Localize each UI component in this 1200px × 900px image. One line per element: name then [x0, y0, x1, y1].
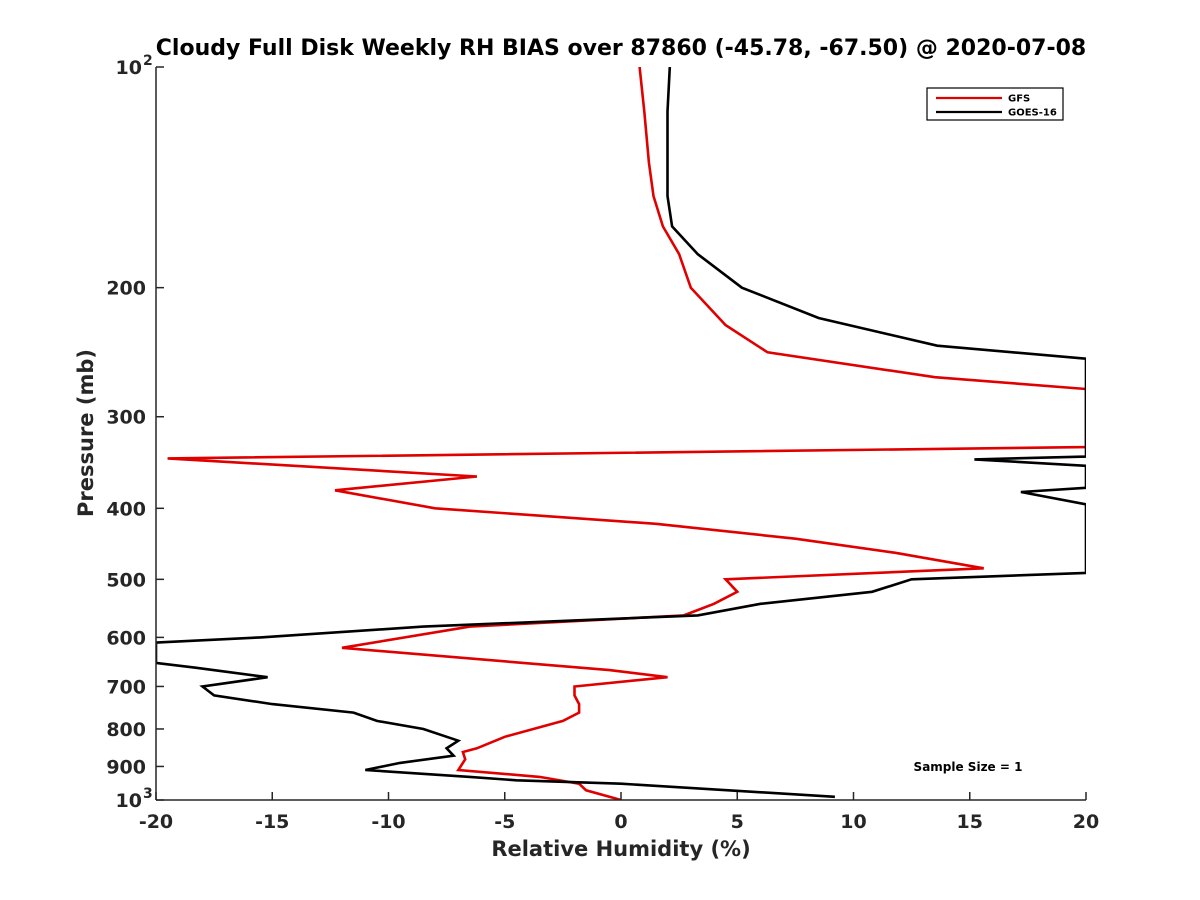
- x-tick-label: 5: [731, 811, 744, 833]
- legend-box: [926, 87, 1064, 121]
- x-tick-label: 20: [1073, 811, 1099, 833]
- sample-size-annotation: Sample Size = 1: [914, 760, 1023, 774]
- series-layer: [156, 67, 1086, 800]
- y-tick-label: 600: [106, 627, 146, 649]
- y-tick-label: 10: [116, 57, 142, 79]
- y-tick-exponent: 3: [143, 786, 153, 802]
- x-axis-label: Relative Humidity (%): [491, 837, 750, 861]
- plot-area: [156, 67, 1086, 800]
- legend: GFS GOES-16: [926, 87, 1064, 121]
- x-ticks: -20 -15 -10 -5 0 5 10 15 20: [139, 792, 1099, 833]
- series-line-goes-16: [156, 67, 1086, 799]
- legend-label: GOES-16: [1008, 108, 1057, 119]
- x-tick-label: -10: [371, 811, 405, 833]
- legend-label: GFS: [1008, 94, 1030, 105]
- y-tick-label: 200: [106, 278, 146, 300]
- y-tick-label: 800: [106, 719, 146, 741]
- x-tick-label: 0: [614, 811, 627, 833]
- y-tick-label: 500: [106, 569, 146, 591]
- chart-title: Cloudy Full Disk Weekly RH BIAS over 878…: [156, 36, 1086, 61]
- x-tick-label: 10: [840, 811, 866, 833]
- series-line-gfs: [167, 67, 1086, 800]
- y-tick-label: 700: [106, 676, 146, 698]
- x-tick-label: -5: [494, 811, 515, 833]
- y-tick-label: 10: [116, 790, 142, 812]
- y-tick-label: 900: [106, 756, 146, 778]
- y-axis-label: Pressure (mb): [74, 349, 98, 517]
- x-tick-label: 15: [957, 811, 983, 833]
- x-tick-label: -20: [139, 811, 173, 833]
- y-tick-label: 400: [106, 498, 146, 520]
- x-tick-label: -15: [255, 811, 289, 833]
- y-tick-label: 300: [106, 407, 146, 429]
- y-tick-exponent: 2: [143, 53, 153, 69]
